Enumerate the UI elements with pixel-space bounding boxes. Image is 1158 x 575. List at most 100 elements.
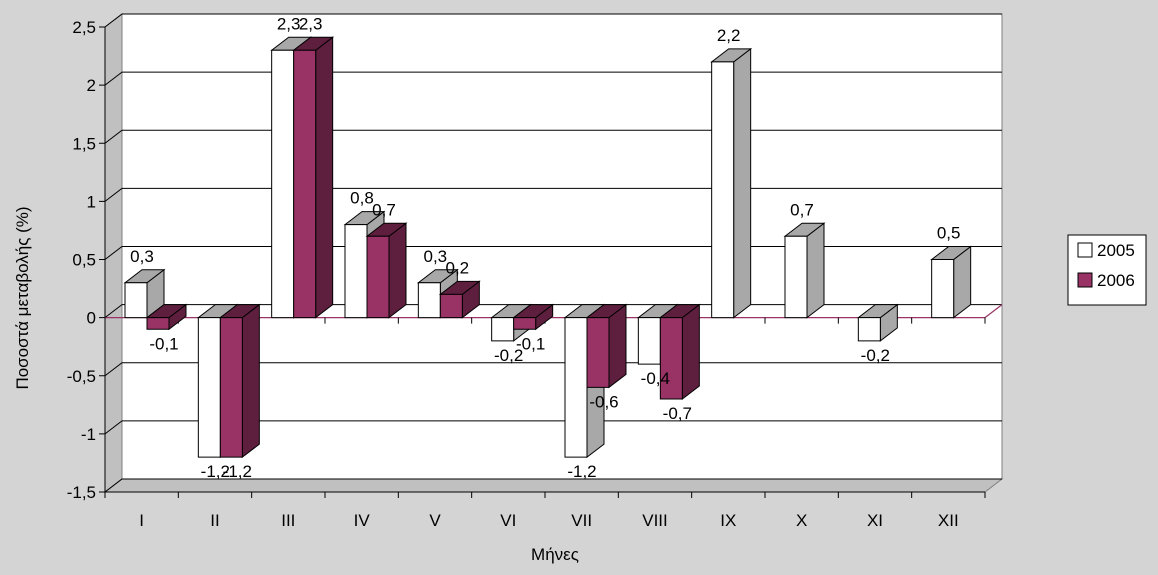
- bar-side: [388, 222, 407, 319]
- gridline: [104, 13, 1002, 28]
- bar-2005: [930, 245, 973, 319]
- data-label: -1,2: [567, 462, 596, 481]
- bar-2005: [856, 303, 899, 342]
- bar-face: [271, 49, 295, 319]
- x-tick-label: VII: [571, 511, 592, 530]
- gridline: [104, 304, 1002, 319]
- y-tick-label: 0: [87, 309, 96, 328]
- data-label: -1,2: [223, 462, 252, 481]
- data-label: -0,1: [149, 334, 178, 353]
- data-label: -0,6: [589, 392, 618, 411]
- bar-face: [344, 224, 368, 319]
- x-tick-label: X: [796, 511, 807, 530]
- data-label: 0,3: [130, 247, 154, 266]
- bar-2005: [710, 47, 753, 319]
- bar-side: [806, 222, 825, 319]
- data-label: 2,3: [277, 14, 301, 33]
- data-label: 2,3: [299, 14, 323, 33]
- y-tick-label: -1,5: [67, 483, 96, 502]
- bar-face: [564, 317, 588, 458]
- bar-face: [784, 235, 808, 319]
- x-tick-label: II: [210, 511, 219, 530]
- bar-2006: [218, 303, 261, 459]
- bar-2006: [585, 303, 628, 389]
- bar-2006: [365, 222, 408, 319]
- x-tick-label: VIII: [642, 511, 668, 530]
- data-label: 0,8: [350, 189, 374, 208]
- zero-line-depth: [984, 304, 1003, 319]
- data-label: -0,4: [641, 369, 670, 388]
- bar-side: [733, 47, 752, 319]
- bar-face: [417, 282, 441, 319]
- legend-swatch: [1077, 242, 1093, 258]
- bar-2006: [512, 303, 555, 331]
- bar-2005: [783, 222, 826, 319]
- data-label: 2,2: [717, 26, 741, 45]
- data-label: -0,2: [861, 346, 890, 365]
- x-tick-label: XII: [938, 511, 959, 530]
- bar-face: [586, 317, 610, 388]
- bars: [123, 36, 973, 459]
- data-label: -0,2: [494, 346, 523, 365]
- legend-label: 2006: [1097, 271, 1135, 290]
- x-tick-label: IV: [354, 511, 371, 530]
- bar-face: [124, 282, 148, 319]
- data-label: 0,2: [446, 258, 470, 277]
- bar-face: [857, 317, 881, 342]
- bar-side: [315, 36, 334, 319]
- y-axis: 2,5 2 1,5 1 0,5 0 -0,5 -1 -1,5: [67, 18, 106, 502]
- data-label: -0,1: [516, 334, 545, 353]
- legend-swatch: [1077, 272, 1093, 288]
- bar-side: [608, 303, 627, 389]
- gridline: [104, 71, 1002, 86]
- bar-face: [931, 259, 955, 319]
- data-label: -1,2: [201, 462, 230, 481]
- legend: 2005 2006: [1067, 234, 1147, 306]
- bar-2005: [123, 268, 166, 319]
- data-labels: 0,3-0,1-1,2-1,22,32,30,80,70,30,2-0,2-0,…: [130, 14, 960, 481]
- bar-face: [146, 317, 170, 330]
- bar-2006: [438, 280, 481, 319]
- gridline: [104, 362, 1002, 377]
- gridline: [104, 420, 1002, 435]
- bar-face: [513, 317, 537, 330]
- gridline: [104, 478, 1002, 493]
- bar-face: [637, 317, 661, 365]
- data-label: -0,7: [663, 404, 692, 423]
- data-label: 0,7: [372, 200, 396, 219]
- y-tick-label: -0,5: [67, 367, 96, 386]
- x-tick-label: I: [139, 511, 144, 530]
- data-label: 0,7: [790, 200, 814, 219]
- y-tick-label: 0,5: [72, 251, 96, 270]
- x-axis-title: Μήνες: [531, 545, 579, 564]
- x-tick-label: VI: [500, 511, 516, 530]
- y-axis-title: Ποσοστά μεταβολής (%): [13, 206, 32, 389]
- bar-face: [439, 293, 463, 319]
- x-tick-label: V: [429, 511, 441, 530]
- bar-2006: [145, 303, 188, 331]
- gridline: [104, 246, 1002, 260]
- bar-face: [366, 235, 390, 319]
- x-axis: I II III IV V VI VII VIII IX X XI XII: [104, 491, 986, 530]
- bar-face: [491, 317, 515, 342]
- bar-face: [219, 317, 243, 458]
- x-tick-label: III: [281, 511, 295, 530]
- legend-label: 2005: [1097, 241, 1135, 260]
- y-tick-label: 2: [87, 76, 96, 95]
- gridline: [104, 187, 1002, 202]
- y-tick-label: 1,5: [72, 134, 96, 153]
- bar-side: [241, 303, 260, 459]
- bar-2006: [658, 303, 701, 401]
- gridlines: [104, 13, 1002, 493]
- y-tick-label: 2,5: [72, 18, 96, 37]
- bar-2006: [292, 36, 335, 319]
- data-label: 0,5: [937, 224, 961, 243]
- gridline: [104, 129, 1002, 144]
- y-tick-label: -1: [81, 425, 96, 444]
- bar-side: [681, 303, 700, 401]
- bar-face: [293, 49, 317, 319]
- bar-face: [711, 61, 735, 319]
- x-tick-label: XI: [867, 511, 883, 530]
- y-tick-label: 1: [87, 192, 96, 211]
